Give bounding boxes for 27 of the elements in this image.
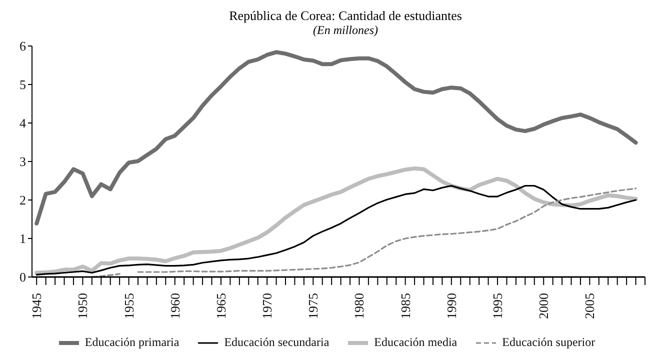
x-tick-label: 1995 xyxy=(490,293,506,319)
legend-label: Educación primaria xyxy=(84,335,180,350)
x-tick-label: 1990 xyxy=(444,293,459,319)
x-tick-label: 1945 xyxy=(29,293,44,319)
x-tick-label: 1970 xyxy=(260,293,275,319)
y-tick-label: 4 xyxy=(20,116,26,131)
y-tick-label: 3 xyxy=(20,154,26,170)
chart-subtitle: (En millones) xyxy=(312,23,379,38)
x-tick-label: 2005 xyxy=(582,293,598,319)
y-tick-label: 0 xyxy=(20,270,26,285)
y-tick-label: 1 xyxy=(20,231,26,246)
x-tick-label: 1975 xyxy=(306,293,321,319)
x-tick-label: 1965 xyxy=(213,293,228,319)
x-tick-label: 1950 xyxy=(75,293,90,319)
line-series xyxy=(34,50,638,226)
x-tick-label: 1985 xyxy=(398,293,413,319)
x-tick-label: 1960 xyxy=(167,293,182,319)
x-tick-label: 2000 xyxy=(536,293,552,319)
y-tick-label: 2 xyxy=(20,192,26,208)
legend-label: Educación secundaria xyxy=(224,335,330,350)
y-tick-label: 6 xyxy=(20,38,26,54)
x-tick-label: 1955 xyxy=(121,293,136,319)
legend-label: Educación media xyxy=(374,335,458,350)
chart-title: República de Corea: Cantidad de estudiantes xyxy=(228,8,463,23)
y-tick-label: 5 xyxy=(20,77,26,92)
x-tick-label: 1980 xyxy=(352,293,367,319)
legend-label: Educación superior xyxy=(502,335,596,350)
